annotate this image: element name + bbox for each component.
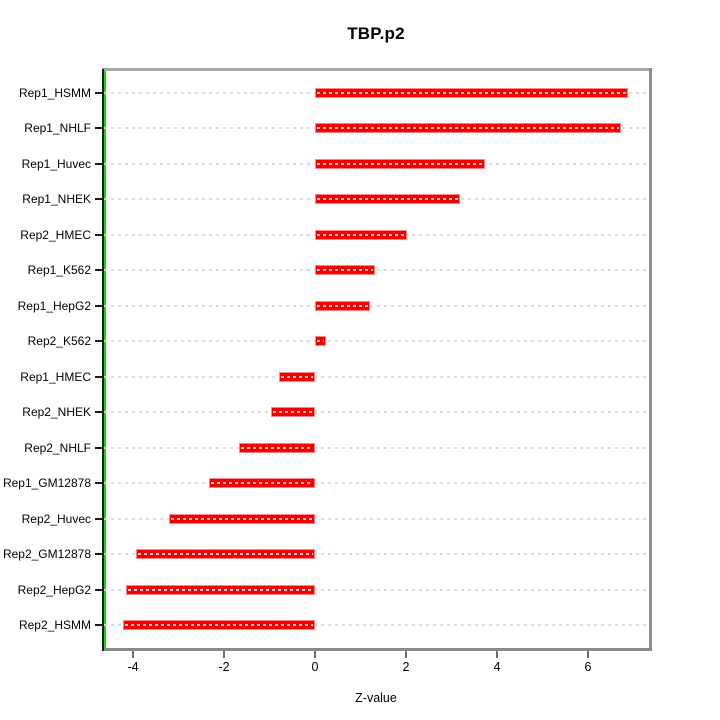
y-tick xyxy=(95,517,103,520)
bar-dash-pattern xyxy=(317,269,374,272)
y-tick xyxy=(95,482,103,485)
bar-Rep1_HMEC xyxy=(279,371,315,382)
y-label-Rep1_NHLF: Rep1_NHLF xyxy=(24,121,91,136)
x-tick-label: 2 xyxy=(402,660,410,674)
gridline xyxy=(104,375,649,378)
x-tick xyxy=(314,651,316,658)
bar-dash-pattern xyxy=(317,340,324,343)
y-tick xyxy=(95,269,103,272)
gridline xyxy=(104,482,649,485)
x-tick xyxy=(405,651,407,658)
y-label-Rep1_Huvec: Rep1_Huvec xyxy=(21,156,91,171)
gridline xyxy=(104,304,649,307)
bar-Rep1_NHEK xyxy=(315,194,461,205)
bar-dash-pattern xyxy=(272,411,313,414)
y-axis-line xyxy=(102,69,104,651)
bar-Rep1_NHLF xyxy=(315,123,622,134)
bar-dash-pattern xyxy=(317,162,484,165)
bar-dash-pattern xyxy=(281,375,313,378)
y-tick xyxy=(95,588,103,591)
x-tick-label: -2 xyxy=(218,660,230,674)
y-tick xyxy=(95,340,103,343)
y-tick xyxy=(95,127,103,130)
plot-area xyxy=(104,71,649,648)
y-label-Rep1_K562: Rep1_K562 xyxy=(27,263,91,278)
y-tick xyxy=(95,233,103,236)
bar-Rep1_Huvec xyxy=(315,158,486,169)
bar-dash-pattern xyxy=(317,127,620,130)
y-label-Rep2_GM12878: Rep2_GM12878 xyxy=(2,547,91,562)
bar-dash-pattern xyxy=(128,588,313,591)
bar-dash-pattern xyxy=(317,233,405,236)
y-label-Rep1_HepG2: Rep1_HepG2 xyxy=(17,298,91,313)
bar-Rep2_K562 xyxy=(315,336,326,347)
bar-Rep1_K562 xyxy=(315,265,376,276)
y-tick xyxy=(95,624,103,627)
x-tick-label: 6 xyxy=(584,660,592,674)
bar-Rep1_HSMM xyxy=(315,88,629,98)
bar-Rep2_HSMM xyxy=(122,620,315,631)
bar-dash-pattern xyxy=(317,198,459,201)
x-tick xyxy=(223,651,225,658)
y-label-Rep2_NHLF: Rep2_NHLF xyxy=(24,440,91,455)
bar-dash-pattern xyxy=(138,553,313,556)
x-tick xyxy=(132,651,134,658)
gridline xyxy=(104,553,649,556)
x-tick-label: 4 xyxy=(493,660,501,674)
bar-dash-pattern xyxy=(210,482,313,485)
gridline xyxy=(104,269,649,272)
chart-title: TBP.p2 xyxy=(347,24,405,43)
y-label-Rep2_HMEC: Rep2_HMEC xyxy=(20,227,91,242)
gridline xyxy=(104,411,649,414)
plot-frame-top xyxy=(102,68,652,71)
gridline xyxy=(104,446,649,449)
y-tick xyxy=(95,553,103,556)
plot-frame-right xyxy=(649,68,652,651)
y-tick xyxy=(95,162,103,165)
y-tick xyxy=(95,92,103,94)
bar-Rep1_GM12878 xyxy=(208,478,315,489)
y-tick xyxy=(95,411,103,414)
gridline xyxy=(104,340,649,343)
gridline xyxy=(104,517,649,520)
y-label-Rep2_HepG2: Rep2_HepG2 xyxy=(17,582,91,597)
bar-Rep2_GM12878 xyxy=(136,549,315,560)
x-tick-label: -4 xyxy=(127,660,139,674)
bar-dash-pattern xyxy=(170,517,313,520)
y-label-Rep2_NHEK: Rep2_NHEK xyxy=(22,405,91,420)
y-tick xyxy=(95,375,103,378)
bar-Rep2_HMEC xyxy=(315,229,407,240)
y-tick xyxy=(95,446,103,449)
bar-Rep1_HepG2 xyxy=(315,300,371,311)
gridline xyxy=(104,588,649,591)
x-tick xyxy=(587,651,589,658)
gridline xyxy=(104,624,649,627)
bar-Rep2_NHEK xyxy=(270,407,315,418)
bar-dash-pattern xyxy=(241,446,313,449)
y-label-Rep1_GM12878: Rep1_GM12878 xyxy=(2,476,91,491)
x-axis-title: Z-value xyxy=(355,691,397,705)
y-label-Rep1_HMEC: Rep1_HMEC xyxy=(20,369,91,384)
x-tick-label: 0 xyxy=(311,660,319,674)
y-label-Rep1_HSMM: Rep1_HSMM xyxy=(18,86,91,100)
bar-Rep2_NHLF xyxy=(239,442,315,453)
bar-dash-pattern xyxy=(124,624,313,627)
y-tick xyxy=(95,198,103,201)
y-label-Rep1_NHEK: Rep1_NHEK xyxy=(22,192,91,207)
y-label-Rep2_HSMM: Rep2_HSMM xyxy=(18,618,91,633)
bar-dash-pattern xyxy=(317,92,627,94)
bar-dash-pattern xyxy=(317,304,369,307)
bar-Rep2_Huvec xyxy=(168,513,315,524)
y-tick xyxy=(95,304,103,307)
y-label-Rep2_K562: Rep2_K562 xyxy=(27,334,91,349)
x-axis-line xyxy=(102,648,652,651)
zero-reference-line xyxy=(104,71,106,648)
bar-Rep2_HepG2 xyxy=(126,584,315,595)
x-tick xyxy=(496,651,498,658)
y-label-Rep2_Huvec: Rep2_Huvec xyxy=(21,511,91,526)
